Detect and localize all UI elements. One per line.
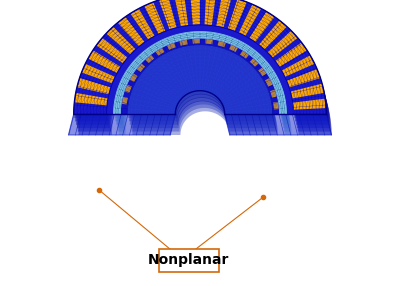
Polygon shape	[291, 84, 324, 98]
Polygon shape	[77, 7, 330, 128]
Polygon shape	[225, 114, 332, 135]
Polygon shape	[240, 51, 249, 59]
Polygon shape	[68, 114, 175, 135]
Polygon shape	[78, 11, 330, 132]
Polygon shape	[122, 97, 128, 104]
Polygon shape	[258, 67, 266, 76]
Polygon shape	[118, 49, 291, 132]
Polygon shape	[265, 78, 273, 86]
Polygon shape	[132, 62, 277, 132]
Polygon shape	[116, 42, 289, 125]
Polygon shape	[119, 52, 292, 135]
Polygon shape	[156, 48, 164, 56]
Polygon shape	[115, 38, 288, 121]
Polygon shape	[128, 48, 274, 118]
Polygon shape	[125, 85, 132, 93]
Polygon shape	[79, 14, 332, 135]
Polygon shape	[74, 0, 327, 118]
Polygon shape	[130, 74, 138, 82]
Polygon shape	[180, 40, 188, 46]
Polygon shape	[192, 39, 200, 44]
Polygon shape	[114, 31, 286, 114]
Polygon shape	[82, 64, 115, 83]
Polygon shape	[287, 69, 320, 87]
Polygon shape	[107, 27, 135, 54]
Polygon shape	[273, 102, 279, 110]
Polygon shape	[250, 12, 274, 42]
Polygon shape	[167, 43, 176, 50]
Polygon shape	[76, 0, 328, 121]
Polygon shape	[78, 78, 110, 94]
Polygon shape	[120, 38, 280, 114]
Polygon shape	[129, 51, 274, 121]
Polygon shape	[144, 3, 165, 33]
Polygon shape	[239, 5, 261, 35]
Polygon shape	[205, 39, 213, 44]
Polygon shape	[88, 51, 120, 73]
Polygon shape	[268, 31, 297, 57]
Polygon shape	[282, 55, 314, 77]
FancyBboxPatch shape	[158, 249, 218, 272]
Polygon shape	[270, 90, 277, 98]
Polygon shape	[216, 0, 232, 27]
Polygon shape	[131, 58, 276, 128]
Polygon shape	[131, 9, 154, 39]
Polygon shape	[75, 93, 108, 105]
Text: Nonplanar: Nonplanar	[148, 253, 229, 267]
Polygon shape	[259, 21, 286, 49]
Polygon shape	[114, 35, 287, 118]
Polygon shape	[146, 55, 154, 63]
Polygon shape	[97, 38, 127, 63]
Polygon shape	[74, 0, 326, 114]
Polygon shape	[127, 45, 273, 114]
Polygon shape	[118, 17, 144, 46]
Polygon shape	[217, 41, 226, 47]
Polygon shape	[229, 45, 238, 52]
Polygon shape	[137, 63, 145, 72]
Polygon shape	[159, 0, 176, 29]
Polygon shape	[276, 43, 306, 67]
Polygon shape	[130, 55, 275, 125]
Polygon shape	[107, 25, 293, 114]
Polygon shape	[204, 0, 216, 25]
Polygon shape	[293, 99, 326, 110]
Polygon shape	[76, 4, 329, 125]
Polygon shape	[250, 58, 258, 67]
Polygon shape	[117, 45, 290, 128]
Polygon shape	[174, 0, 188, 26]
Polygon shape	[132, 65, 278, 135]
Polygon shape	[190, 0, 200, 25]
Polygon shape	[228, 0, 246, 31]
